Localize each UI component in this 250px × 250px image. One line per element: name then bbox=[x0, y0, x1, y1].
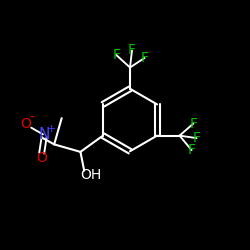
Text: +: + bbox=[47, 124, 56, 134]
Text: F: F bbox=[140, 51, 148, 65]
Text: N: N bbox=[38, 127, 50, 142]
Text: F: F bbox=[189, 116, 197, 130]
Text: F: F bbox=[128, 44, 136, 58]
Text: -: - bbox=[30, 110, 34, 124]
Text: F: F bbox=[188, 143, 196, 157]
Text: F: F bbox=[112, 48, 120, 62]
Text: F: F bbox=[192, 131, 200, 145]
Text: O: O bbox=[36, 151, 47, 165]
Text: O: O bbox=[21, 118, 32, 131]
Text: OH: OH bbox=[80, 168, 101, 182]
